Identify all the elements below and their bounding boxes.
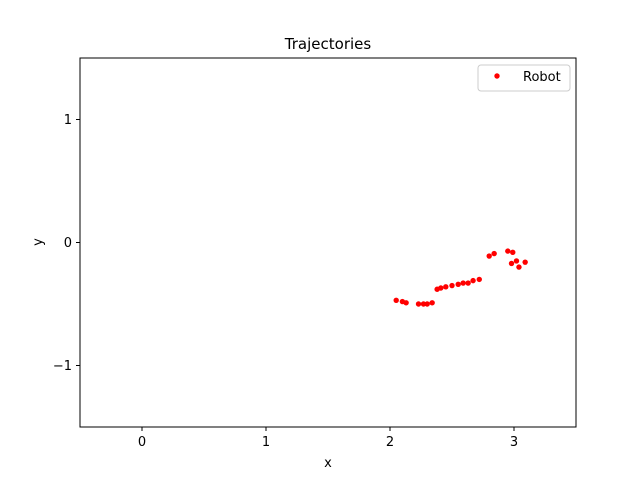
legend-box bbox=[477, 64, 571, 92]
robot-point bbox=[455, 281, 461, 288]
robot-point bbox=[476, 276, 482, 283]
robot-point bbox=[393, 297, 399, 304]
robot-point bbox=[415, 301, 422, 307]
axes-frame bbox=[79, 57, 577, 428]
robot-point bbox=[424, 301, 430, 307]
robot-point bbox=[443, 284, 449, 290]
x-axis-ticks: 0 1 2 3 bbox=[138, 427, 518, 450]
y-tick-label: 0 bbox=[64, 236, 72, 251]
robot-point bbox=[429, 300, 435, 306]
robot-point bbox=[505, 248, 511, 254]
robot-point bbox=[522, 259, 528, 265]
legend-label-robot: Robot bbox=[523, 70, 561, 85]
x-tick-label: 0 bbox=[138, 435, 146, 450]
x-axis-label: x bbox=[324, 456, 332, 471]
robot-point bbox=[470, 277, 476, 284]
robot-point bbox=[516, 264, 522, 270]
legend-marker-robot bbox=[494, 73, 500, 79]
robot-point bbox=[510, 249, 516, 256]
robot-point bbox=[465, 280, 471, 286]
y-axis-label: y bbox=[31, 238, 46, 246]
robot-point bbox=[449, 282, 455, 289]
x-tick-label: 3 bbox=[510, 435, 518, 450]
y-axis-ticks: −1 0 1 bbox=[53, 113, 80, 374]
x-tick-label: 2 bbox=[386, 435, 394, 450]
robot-point bbox=[460, 280, 466, 286]
robot-point bbox=[403, 300, 409, 306]
robot-point bbox=[508, 260, 515, 267]
y-tick-label: −1 bbox=[53, 359, 72, 374]
robot-point bbox=[486, 253, 492, 259]
chart-title: Trajectories bbox=[284, 35, 372, 53]
robot-point bbox=[420, 301, 427, 307]
y-tick-label: 1 bbox=[64, 113, 72, 128]
robot-point bbox=[438, 285, 444, 291]
x-tick-label: 1 bbox=[262, 435, 270, 450]
robot-point bbox=[491, 250, 497, 257]
robot-series bbox=[393, 248, 528, 307]
legend: Robot bbox=[477, 64, 571, 92]
plot-area bbox=[80, 58, 576, 427]
axes-background bbox=[80, 58, 576, 427]
robot-point bbox=[513, 258, 520, 264]
